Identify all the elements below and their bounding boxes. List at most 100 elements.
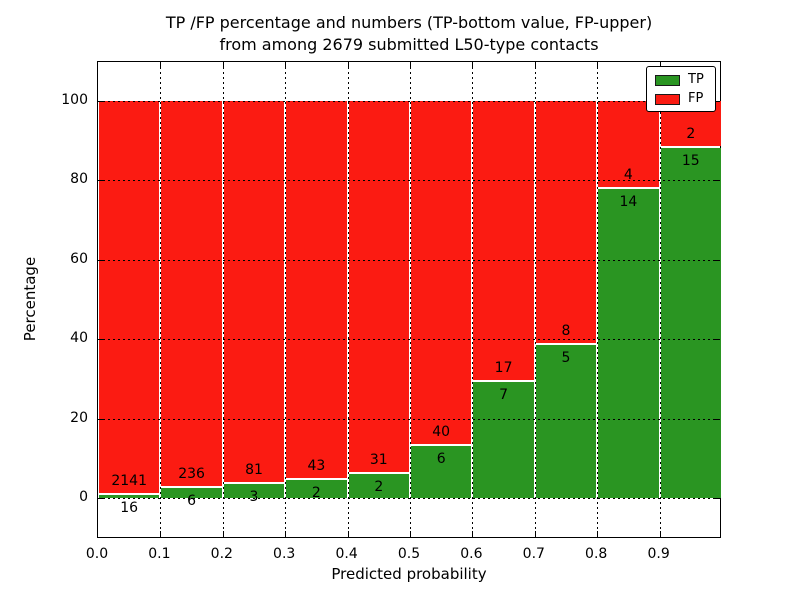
y-tick-mark <box>714 498 720 499</box>
legend-label-tp: TP <box>688 72 704 87</box>
x-tick-mark <box>659 531 661 537</box>
x-tick-label: 0.5 <box>397 546 421 562</box>
plot-area: 2141 16 236 6 81 3 43 2 31 2 40 6 17 7 8 5 4 14 2 15 <box>97 61 721 538</box>
y-tick-label: 40 <box>70 330 88 347</box>
x-tick-mark <box>285 62 287 68</box>
fp-count-label: 40 <box>432 424 451 441</box>
x-tick-label: 0.8 <box>585 546 608 562</box>
gridline-vertical <box>285 62 287 537</box>
x-tick-label: 0.6 <box>460 546 483 562</box>
chart-title-line2: from among 2679 submitted L50-type conta… <box>219 35 599 54</box>
x-tick-label: 0.0 <box>85 546 109 562</box>
tp-count-label: 2 <box>311 485 321 502</box>
bar-segment-fp <box>223 101 285 482</box>
gridline-vertical <box>659 62 661 537</box>
legend-label-fp: FP <box>688 91 704 106</box>
bar-segment-fp <box>99 101 160 494</box>
tp-count-label: 14 <box>619 194 638 211</box>
bar-segment-fp <box>286 101 347 479</box>
fp-count-label: 236 <box>178 466 205 483</box>
tp-count-label: 6 <box>187 493 197 510</box>
tp-count-label: 6 <box>436 451 446 468</box>
y-tick-mark <box>98 180 104 182</box>
gridline-vertical <box>597 62 599 537</box>
tp-count-label: 15 <box>681 152 700 169</box>
fp-count-label: 17 <box>494 360 513 377</box>
x-tick-mark <box>472 62 474 68</box>
bar-segment-tp <box>535 345 597 498</box>
fp-count-label: 31 <box>369 451 388 468</box>
gridline-vertical <box>347 62 349 537</box>
y-tick-mark <box>714 101 720 102</box>
gridline-horizontal <box>98 101 720 102</box>
x-tick-mark <box>410 531 411 537</box>
bar-segment-tp <box>660 147 721 498</box>
tp-count-label: 3 <box>249 488 259 505</box>
bar-segment-tp <box>161 488 222 498</box>
y-tick-label: 100 <box>61 92 88 108</box>
y-tick-mark <box>98 498 104 499</box>
x-tick-label: 0.7 <box>522 546 545 562</box>
fp-count-label: 2 <box>686 125 696 142</box>
x-tick-mark <box>597 62 599 68</box>
x-axis-label: Predicted probability <box>331 565 487 583</box>
tp-count-label: 16 <box>120 500 139 517</box>
gridline-horizontal <box>98 180 720 182</box>
y-tick-mark <box>98 418 104 420</box>
tp-count-label: 5 <box>561 350 571 367</box>
x-tick-mark <box>347 62 349 68</box>
x-tick-mark <box>222 62 224 68</box>
y-tick-label: 0 <box>79 489 88 505</box>
x-tick-mark <box>160 62 162 68</box>
x-tick-label: 0.1 <box>148 546 171 562</box>
gridline-vertical <box>410 62 411 537</box>
bar-segment-tp <box>223 483 285 498</box>
bar-segment-tp <box>411 446 472 498</box>
x-tick-mark <box>160 531 162 537</box>
bar-segment-fp <box>473 101 534 381</box>
fp-count-label: 43 <box>307 458 326 475</box>
gridline-horizontal <box>98 498 720 499</box>
x-tick-mark <box>472 531 474 537</box>
bar-segment-fp <box>598 101 659 188</box>
bar-segment-tp <box>286 480 347 498</box>
x-tick-mark <box>410 62 411 68</box>
legend-item-tp: TP <box>655 73 707 87</box>
x-tick-label: 0.3 <box>273 546 296 562</box>
bar-segment-fp <box>411 101 472 445</box>
bar-segment-tp <box>598 189 659 498</box>
tp-count-label: 2 <box>374 478 384 495</box>
fp-count-label: 2141 <box>111 473 148 490</box>
x-tick-mark <box>597 531 599 537</box>
y-tick-label: 20 <box>70 409 88 426</box>
y-tick-mark <box>98 101 104 102</box>
tp-count-label: 7 <box>499 387 509 404</box>
gridline-vertical <box>472 62 474 537</box>
fp-count-label: 8 <box>561 323 571 340</box>
gridline-vertical <box>160 62 162 537</box>
legend-swatch-tp <box>655 74 680 86</box>
y-tick-mark <box>714 180 720 182</box>
gridline-vertical <box>534 62 536 537</box>
y-tick-mark <box>714 339 720 341</box>
y-tick-mark <box>98 339 104 341</box>
x-tick-mark <box>347 531 349 537</box>
x-tick-mark <box>659 62 661 68</box>
x-tick-mark <box>534 531 536 537</box>
y-tick-mark <box>714 418 720 420</box>
gridline-horizontal <box>98 339 720 341</box>
bar-segment-fp <box>161 101 222 487</box>
fp-count-label: 4 <box>623 167 633 184</box>
x-tick-label: 0.4 <box>335 546 358 562</box>
bar-segment-tp <box>473 382 534 498</box>
y-tick-label: 60 <box>70 250 88 267</box>
gridline-horizontal <box>98 259 720 261</box>
chart-title: TP /FP percentage and numbers (TP-bottom… <box>97 12 721 56</box>
y-tick-mark <box>714 259 720 261</box>
fp-count-label: 81 <box>245 461 263 478</box>
gridline-vertical <box>222 62 224 537</box>
gridline-horizontal <box>98 418 720 420</box>
bar-segment-tp <box>99 495 160 498</box>
y-tick-label: 80 <box>70 171 88 188</box>
